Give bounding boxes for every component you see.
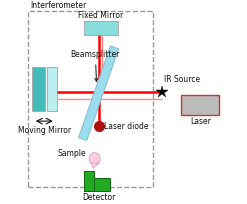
Text: Fixed Mirror: Fixed Mirror	[78, 11, 123, 20]
Text: Interferometer: Interferometer	[30, 1, 86, 10]
Text: Sample: Sample	[58, 149, 87, 158]
Text: Moving Mirror: Moving Mirror	[18, 126, 71, 135]
Text: Beamsplitter: Beamsplitter	[71, 50, 120, 81]
Bar	[84, 171, 94, 191]
Text: IR Source: IR Source	[164, 75, 201, 84]
Bar	[84, 21, 118, 35]
Text: Laser diode: Laser diode	[104, 122, 148, 131]
Polygon shape	[91, 163, 98, 168]
Bar	[181, 95, 219, 115]
Bar	[84, 178, 110, 191]
Text: Detector: Detector	[82, 193, 115, 202]
Bar	[32, 67, 45, 111]
Polygon shape	[79, 46, 119, 141]
Text: Laser: Laser	[190, 117, 211, 126]
Bar	[28, 11, 153, 187]
Bar	[47, 67, 57, 111]
Ellipse shape	[89, 153, 100, 165]
